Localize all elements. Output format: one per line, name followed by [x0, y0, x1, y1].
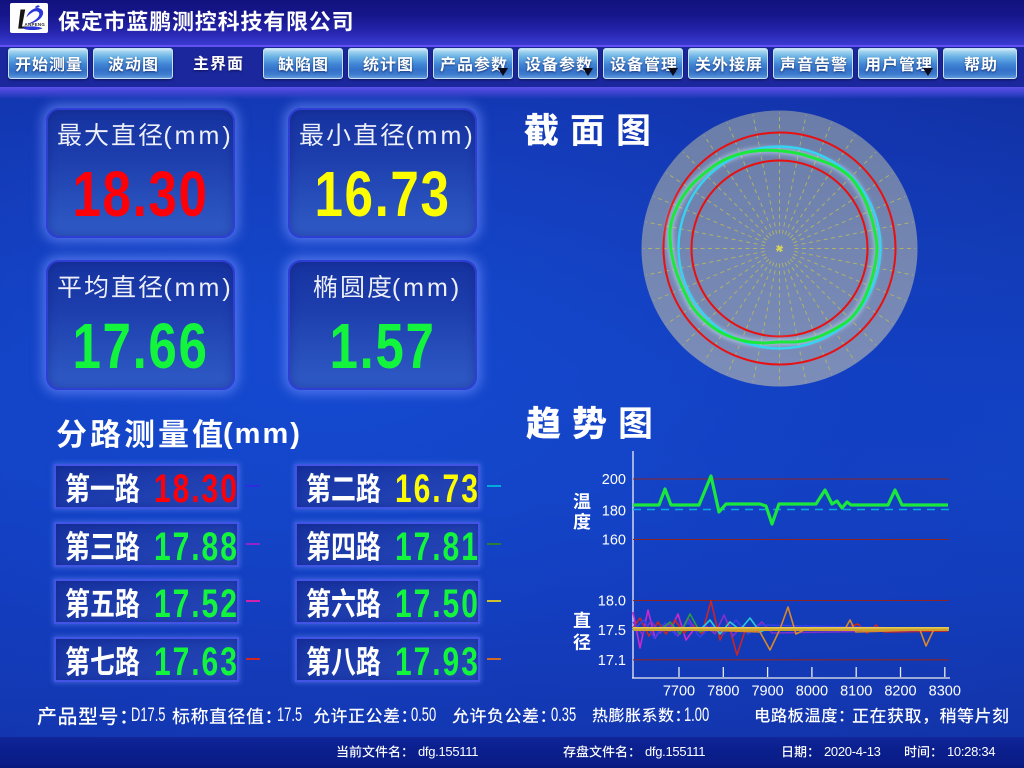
svg-text:8000: 8000 — [796, 684, 828, 700]
svg-text:7900: 7900 — [751, 684, 783, 700]
svg-text:8100: 8100 — [840, 684, 872, 700]
svg-text:8200: 8200 — [884, 684, 916, 700]
svg-text:160: 160 — [602, 533, 626, 549]
svg-text:8300: 8300 — [929, 684, 961, 700]
svg-text:17.5: 17.5 — [598, 623, 626, 639]
svg-text:17.1: 17.1 — [598, 653, 626, 669]
svg-text:200: 200 — [602, 472, 626, 488]
svg-text:ANPENG: ANPENG — [25, 22, 46, 27]
svg-text:18.0: 18.0 — [598, 594, 626, 610]
svg-text:180: 180 — [602, 504, 626, 520]
svg-text:7700: 7700 — [663, 684, 695, 700]
svg-text:7800: 7800 — [707, 684, 739, 700]
